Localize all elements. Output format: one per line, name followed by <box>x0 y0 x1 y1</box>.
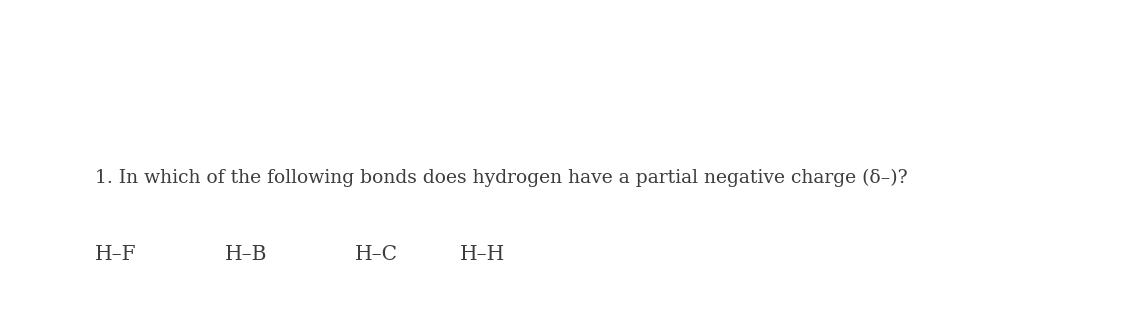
Text: 1. In which of the following bonds does hydrogen have a partial negative charge : 1. In which of the following bonds does … <box>94 169 908 187</box>
Text: H–F: H–F <box>94 245 136 264</box>
Text: H–H: H–H <box>460 245 505 264</box>
Text: H–C: H–C <box>356 245 398 264</box>
Text: H–B: H–B <box>225 245 268 264</box>
